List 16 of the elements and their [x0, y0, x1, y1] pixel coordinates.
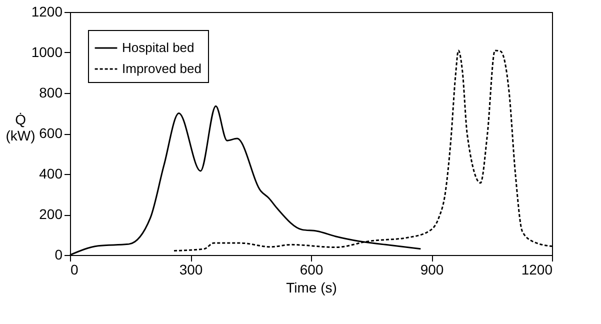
y-tick-label: 1200	[31, 4, 63, 20]
x-tick-label: 1200	[521, 262, 553, 278]
y-tick-label: 800	[39, 84, 63, 100]
y-tick-label: 400	[39, 166, 63, 182]
y-tick-label: 0	[54, 246, 63, 262]
x-tick-label: 300	[179, 262, 203, 278]
x-axis-title: Time (s)	[286, 280, 337, 296]
legend-label: Hospital bed	[122, 40, 194, 55]
x-tick-label: 0	[70, 262, 78, 278]
x-tick-label: 600	[300, 262, 324, 278]
y-tick-label: 600	[39, 125, 63, 141]
x-tick-label: 900	[420, 262, 444, 278]
legend-label: Improved bed	[122, 61, 202, 76]
y-tick-label: 1000	[31, 44, 63, 60]
y-tick-label: 200	[39, 206, 63, 222]
y-axis-title: Q̇ (kW)	[6, 112, 36, 144]
